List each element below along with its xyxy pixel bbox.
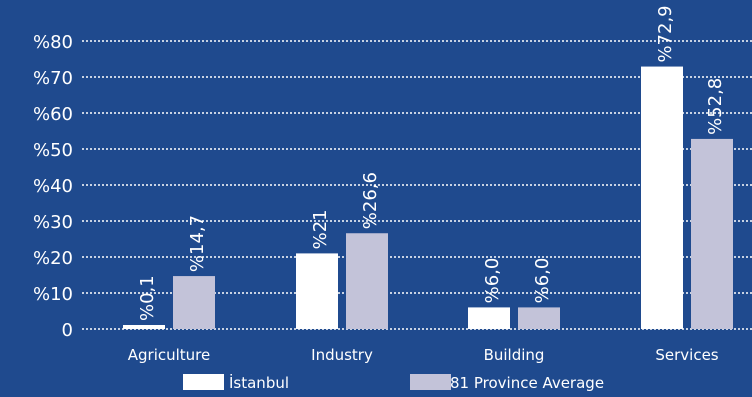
y-tick-label: 0 <box>62 320 73 341</box>
legend-swatch-istanbul <box>183 374 224 390</box>
data-label: %0,1 <box>137 275 158 321</box>
x-category-label: Agriculture <box>128 346 211 364</box>
data-label: %14,7 <box>187 215 208 272</box>
y-tick-label: %30 <box>33 212 73 233</box>
legend-label: 81 Province Average <box>450 374 604 392</box>
x-category-label: Building <box>484 346 545 364</box>
bar-istanbul <box>468 307 510 329</box>
y-tick-label: %50 <box>33 140 73 161</box>
bar-istanbul <box>123 325 165 329</box>
legend-swatch-province-average <box>410 374 451 390</box>
y-tick-label: %70 <box>33 68 73 89</box>
x-category-label: Industry <box>311 346 373 364</box>
data-label: %6,0 <box>482 258 503 304</box>
bar-province-average <box>346 233 388 329</box>
data-label: %52,8 <box>705 78 726 135</box>
bar-istanbul <box>641 66 683 329</box>
bar-province-average <box>518 307 560 329</box>
legend-label: İstanbul <box>229 373 289 392</box>
y-tick-label: %60 <box>33 104 73 125</box>
x-category-label: Services <box>655 346 718 364</box>
legend: İstanbul 81 Province Average <box>183 373 604 392</box>
y-tick-label: %20 <box>33 248 73 269</box>
y-axis-tick-labels: 0 %10 %20 %30 %40 %50 %60 %70 %80 <box>33 32 73 341</box>
data-label: %26,6 <box>360 172 381 229</box>
bar-province-average <box>173 276 215 329</box>
y-tick-label: %80 <box>33 32 73 53</box>
y-tick-label: %40 <box>33 176 73 197</box>
data-label: %21 <box>310 209 331 249</box>
bar-province-average <box>691 138 733 329</box>
value-labels: %0,1 %21 %6,0 %72,9 %14,7 %26,6 %6,0 %52,8 <box>137 5 726 321</box>
x-axis-category-labels: Agriculture Industry Building Services <box>128 346 719 364</box>
y-tick-label: %10 <box>33 284 73 305</box>
bar-istanbul <box>296 253 338 329</box>
bar-group <box>123 66 733 329</box>
data-label: %72,9 <box>655 5 676 62</box>
data-label: %6,0 <box>532 258 553 304</box>
